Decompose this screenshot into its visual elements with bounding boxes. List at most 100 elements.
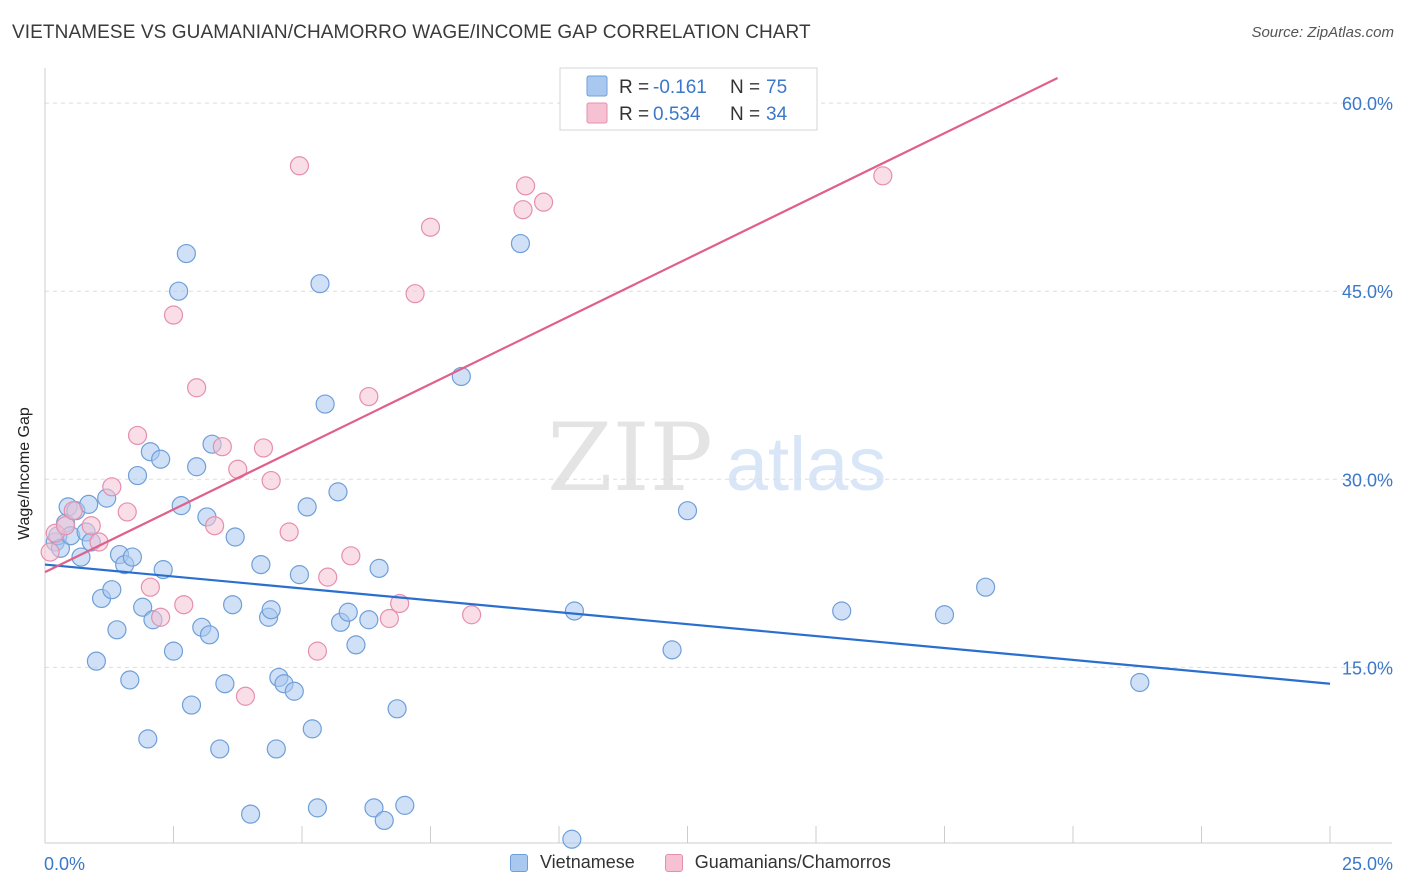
guamanian-point	[63, 501, 83, 521]
vietnamese-point	[328, 482, 348, 502]
guamanian-point	[873, 166, 893, 186]
vietnamese-point	[181, 695, 202, 715]
vietnamese-point	[284, 681, 304, 701]
vietnamese-point	[133, 597, 153, 617]
watermark-atlas: atlas	[726, 422, 887, 507]
vietnamese-point	[359, 610, 379, 630]
vietnamese-point	[251, 554, 271, 575]
guamanian-point	[212, 437, 232, 457]
legend-n-label-2: N =	[730, 104, 760, 125]
chart-title: VIETNAMESE VS GUAMANIAN/CHAMORRO WAGE/IN…	[12, 22, 811, 43]
vietnamese-point	[302, 719, 322, 739]
bottom-legend-item-vietnamese: Vietnamese	[510, 852, 635, 873]
vietnamese-point	[266, 739, 286, 759]
vietnamese-point	[338, 602, 358, 622]
legend-r-value-1: -0.161	[653, 77, 707, 98]
x-tick-label-min: 0.0%	[44, 854, 85, 874]
vietnamese-point	[677, 501, 698, 521]
legend-n-value-1: 75	[766, 77, 787, 98]
vietnamese-point	[215, 674, 235, 694]
y-tick-label: 30.0%	[1342, 470, 1393, 490]
bottom-legend-label-guamanian: Guamanians/Chamorros	[694, 852, 891, 872]
guamanian-point	[151, 607, 171, 627]
guamanian-point	[318, 567, 338, 587]
legend-n-label-1: N =	[730, 77, 760, 98]
guamanian-point	[462, 605, 482, 625]
vietnamese-point	[187, 457, 207, 477]
guamanian-point	[163, 305, 184, 325]
vietnamese-point	[364, 798, 384, 818]
bottom-legend-label-vietnamese: Vietnamese	[540, 852, 635, 872]
guamanian-points	[40, 156, 893, 706]
vietnamese-point	[662, 640, 682, 660]
guamanian-point	[359, 386, 379, 407]
y-tick-label: 45.0%	[1342, 282, 1393, 302]
vietnamese-point	[307, 798, 328, 818]
legend-n-value-2: 34	[766, 104, 788, 125]
vietnamese-point	[223, 595, 243, 615]
guamanian-point	[289, 156, 310, 176]
guamanian-point	[405, 284, 425, 304]
watermark: ZIP atlas	[547, 404, 886, 513]
trendlines	[44, 77, 1331, 685]
guamanian-point	[533, 192, 554, 212]
guamanian-point	[513, 200, 533, 220]
bottom-legend-swatch-blue	[510, 853, 528, 872]
tick-labels: 15.0% 30.0% 45.0% 60.0% 0.0% 25.0%	[44, 94, 1393, 874]
legend-swatch-blue	[586, 75, 608, 97]
bottom-legend-swatch-pink	[664, 853, 683, 872]
vietnamese-trendline	[44, 563, 1331, 685]
guamanian-point	[187, 378, 207, 398]
guamanian-point	[140, 577, 160, 597]
legend-swatch-pink	[586, 102, 608, 124]
watermark-zip: ZIP	[547, 404, 713, 513]
y-tick-label: 60.0%	[1342, 94, 1393, 114]
vietnamese-point	[976, 577, 996, 597]
guamanian-point	[174, 595, 194, 615]
source-label: Source: ZipAtlas.com	[1251, 24, 1394, 41]
guamanian-point	[102, 477, 122, 497]
guamanian-point	[235, 686, 256, 706]
guamanian-point	[341, 546, 361, 566]
guamanian-point	[117, 502, 137, 522]
vietnamese-point	[163, 641, 184, 661]
vietnamese-point	[310, 274, 330, 294]
guamanian-point	[515, 176, 536, 196]
bottom-legend: Vietnamese Guamanians/Chamorros	[510, 852, 921, 873]
guamanian-point	[379, 608, 399, 629]
guamanian-point	[81, 516, 101, 536]
vietnamese-point	[102, 580, 122, 600]
guamanian-point	[55, 516, 76, 536]
guamanian-point	[253, 438, 274, 458]
legend-r-label-1: R =	[619, 77, 649, 98]
y-tick-label: 15.0%	[1342, 658, 1393, 678]
vietnamese-point	[225, 527, 245, 547]
vietnamese-point	[122, 547, 142, 567]
vietnamese-point	[346, 635, 366, 655]
vietnamese-point	[1130, 672, 1150, 693]
guamanian-point	[279, 522, 299, 542]
axes	[44, 68, 1392, 844]
vietnamese-points	[45, 233, 1150, 849]
vietnamese-point	[832, 601, 852, 621]
guamanian-point	[205, 516, 225, 536]
vietnamese-point	[86, 651, 107, 671]
vietnamese-point	[562, 829, 582, 849]
guamanian-point	[420, 217, 441, 237]
vietnamese-point	[210, 739, 230, 759]
vietnamese-point	[151, 449, 171, 469]
guamanian-trendline	[44, 77, 1059, 574]
guamanian-point	[127, 425, 148, 446]
guamanian-point	[307, 641, 328, 661]
bottom-legend-item-guamanian: Guamanians/Chamorros	[664, 852, 891, 873]
correlation-legend: R = -0.161 N = 75 R = 0.534 N = 34	[559, 67, 818, 131]
vietnamese-point	[374, 810, 394, 831]
vietnamese-point	[510, 233, 531, 254]
vietnamese-point	[261, 600, 281, 620]
vietnamese-point	[315, 394, 335, 414]
vietnamese-point	[176, 243, 196, 264]
vietnamese-point	[387, 699, 407, 719]
vietnamese-point	[169, 281, 189, 301]
vietnamese-point	[289, 565, 310, 585]
